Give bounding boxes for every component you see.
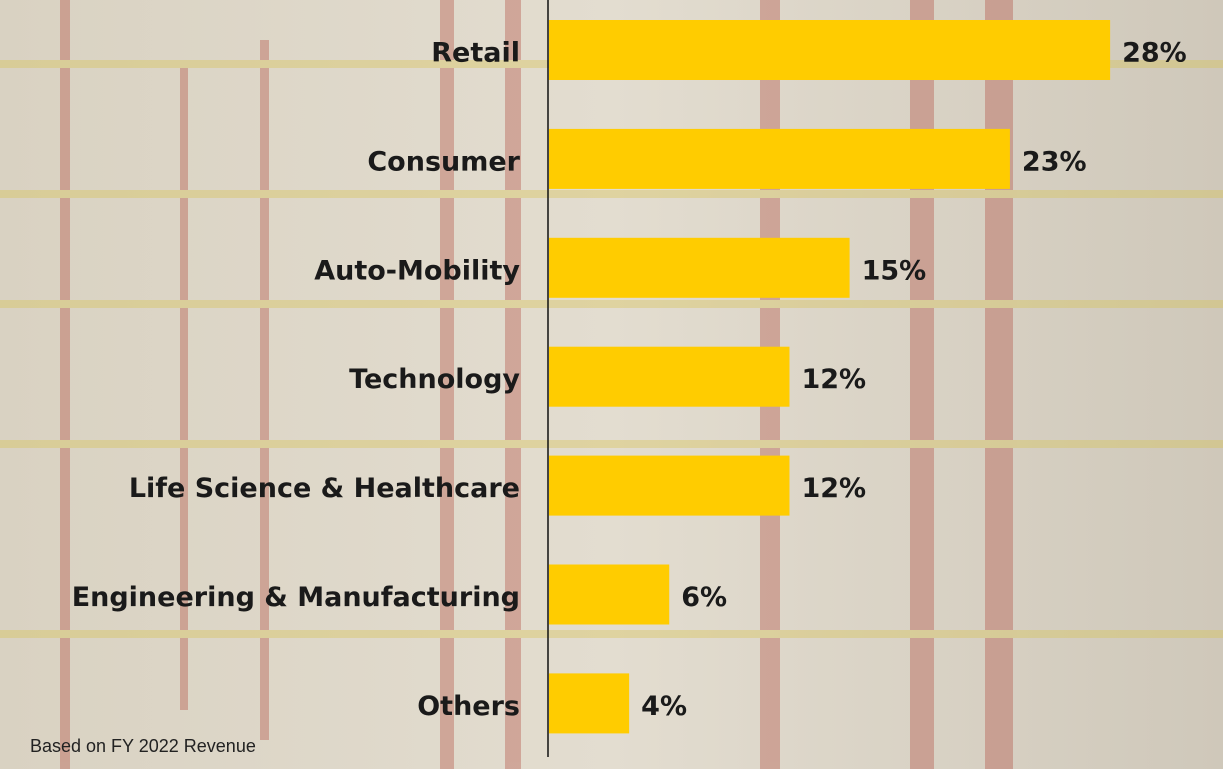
bar [549, 346, 790, 407]
value-label: 23% [1022, 146, 1087, 177]
value-label: 12% [801, 473, 866, 504]
value-label: 12% [801, 364, 866, 395]
bar [549, 455, 790, 516]
category-label: Others [417, 691, 520, 722]
bar [549, 128, 1010, 189]
value-label: 28% [1122, 38, 1187, 69]
bar [549, 20, 1111, 80]
category-label: Consumer [367, 146, 520, 177]
category-label: Retail [431, 38, 520, 69]
category-label: Life Science & Healthcare [129, 473, 520, 504]
value-label: 6% [681, 582, 727, 613]
value-label: 15% [862, 255, 927, 286]
value-label: 4% [641, 691, 687, 722]
category-label: Technology [349, 364, 520, 395]
bar [549, 564, 670, 625]
bar [549, 673, 630, 734]
category-label: Auto-Mobility [314, 255, 520, 286]
category-label: Engineering & Manufacturing [72, 582, 520, 613]
footnote: Based on FY 2022 Revenue [30, 736, 256, 756]
bar [549, 237, 850, 298]
